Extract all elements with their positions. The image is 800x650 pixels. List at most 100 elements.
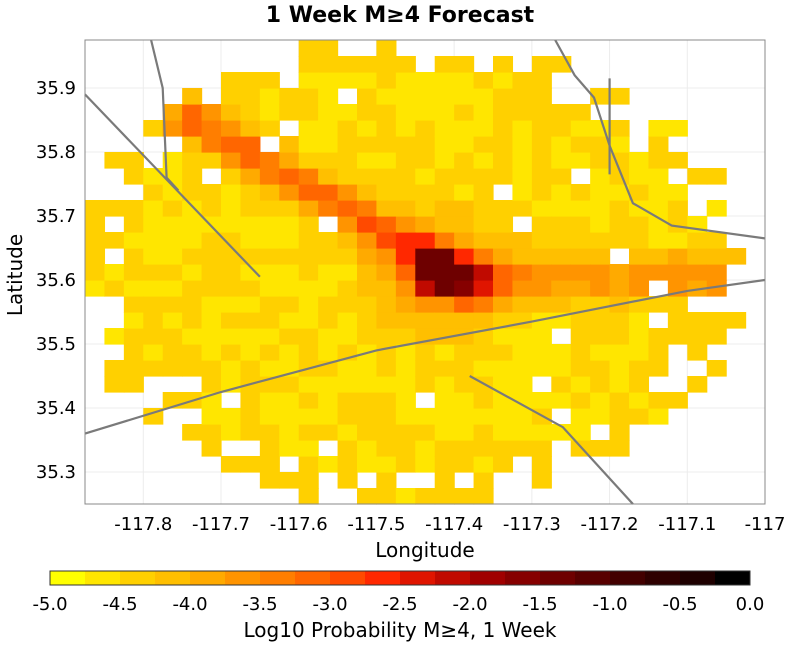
heatmap-cell xyxy=(376,72,397,89)
heatmap-cell xyxy=(201,360,222,377)
x-axis-label: Longitude xyxy=(375,538,474,562)
heatmap-cell xyxy=(259,168,280,185)
heatmap-cell xyxy=(201,200,222,217)
heatmap-cell xyxy=(415,440,436,457)
heatmap-cell xyxy=(415,312,436,329)
heatmap-cell xyxy=(221,104,242,121)
heatmap-cell xyxy=(493,424,514,441)
heatmap-cell xyxy=(473,232,494,249)
heatmap-cell xyxy=(434,424,455,441)
heatmap-cell xyxy=(357,200,378,217)
heatmap-cell xyxy=(415,232,436,249)
heatmap-cell xyxy=(376,136,397,153)
fault-line xyxy=(469,375,634,505)
heatmap-cell xyxy=(279,248,300,265)
heatmap-cell xyxy=(376,40,397,57)
heatmap-cell xyxy=(240,328,261,345)
heatmap-cell xyxy=(298,152,319,169)
heatmap-cell xyxy=(531,152,552,169)
heatmap-cell xyxy=(531,88,552,105)
heatmap-cell xyxy=(162,328,183,345)
heatmap-cell xyxy=(182,152,203,169)
heatmap-cell xyxy=(726,248,747,265)
heatmap-cell xyxy=(337,216,358,233)
heatmap-cell xyxy=(493,104,514,121)
heatmap-cell xyxy=(104,232,125,249)
heatmap-cell xyxy=(395,232,416,249)
heatmap-cell xyxy=(551,200,572,217)
heatmap-cell xyxy=(493,152,514,169)
heatmap-cell xyxy=(551,152,572,169)
heatmap-cell xyxy=(376,216,397,233)
heatmap-cell xyxy=(590,376,611,393)
heatmap-cell xyxy=(221,360,242,377)
heatmap-cell xyxy=(434,88,455,105)
heatmap-cell xyxy=(221,200,242,217)
heatmap-cell xyxy=(182,232,203,249)
colorbar-swatch xyxy=(540,571,576,585)
heatmap-cell xyxy=(473,280,494,297)
heatmap-cell xyxy=(123,360,144,377)
heatmap-cell xyxy=(454,56,475,73)
heatmap-cell xyxy=(318,104,339,121)
heatmap-cell xyxy=(531,72,552,89)
heatmap-cell xyxy=(493,232,514,249)
heatmap-cell xyxy=(337,184,358,201)
heatmap-cell xyxy=(531,344,552,361)
heatmap-cell xyxy=(434,136,455,153)
heatmap-cell xyxy=(454,136,475,153)
heatmap-cell xyxy=(182,344,203,361)
heatmap-cell xyxy=(395,184,416,201)
heatmap-cell xyxy=(337,56,358,73)
heatmap-cell xyxy=(629,152,650,169)
heatmap-cell xyxy=(376,232,397,249)
heatmap-cell xyxy=(706,232,727,249)
heatmap-cell xyxy=(395,168,416,185)
heatmap-cell xyxy=(376,120,397,137)
heatmap-cell xyxy=(240,120,261,137)
heatmap-cell xyxy=(298,488,319,505)
heatmap-cell xyxy=(512,344,533,361)
heatmap-cell xyxy=(551,376,572,393)
heatmap-cell xyxy=(667,264,688,281)
heatmap-cell xyxy=(279,184,300,201)
heatmap-cell xyxy=(415,488,436,505)
heatmap-cell xyxy=(531,440,552,457)
heatmap-cell xyxy=(318,200,339,217)
heatmap-cell xyxy=(434,296,455,313)
heatmap-cell xyxy=(473,248,494,265)
heatmap-cell xyxy=(473,104,494,121)
heatmap-cell xyxy=(182,280,203,297)
heatmap-cell xyxy=(240,248,261,265)
heatmap-cell xyxy=(259,152,280,169)
heatmap-cell xyxy=(357,360,378,377)
heatmap-cell xyxy=(648,168,669,185)
fault-lines xyxy=(84,39,766,505)
heatmap-cell xyxy=(434,440,455,457)
colorbar-label: Log10 Probability M≥4, 1 Week xyxy=(244,618,557,642)
heatmap-cell xyxy=(221,216,242,233)
heatmap-cell xyxy=(395,424,416,441)
heatmap-cell xyxy=(395,328,416,345)
heatmap-cell xyxy=(337,168,358,185)
colorbar-swatch xyxy=(155,571,191,585)
heatmap-cell xyxy=(473,360,494,377)
heatmap-cell xyxy=(454,104,475,121)
heatmap-cell xyxy=(473,296,494,313)
heatmap-cell xyxy=(590,120,611,137)
heatmap-cell xyxy=(221,152,242,169)
heatmap-cell xyxy=(473,88,494,105)
x-tick-label: -117.6 xyxy=(270,514,328,535)
heatmap-cell xyxy=(318,232,339,249)
heatmap-cell xyxy=(201,312,222,329)
heatmap-cell xyxy=(512,248,533,265)
heatmap-cell xyxy=(570,136,591,153)
heatmap-cell xyxy=(434,248,455,265)
heatmap-cell xyxy=(648,360,669,377)
heatmap-cell xyxy=(570,312,591,329)
heatmap-cell xyxy=(629,408,650,425)
heatmap-cell xyxy=(143,168,164,185)
heatmap-cell xyxy=(123,248,144,265)
heatmap-cell xyxy=(512,120,533,137)
heatmap-cell xyxy=(570,296,591,313)
